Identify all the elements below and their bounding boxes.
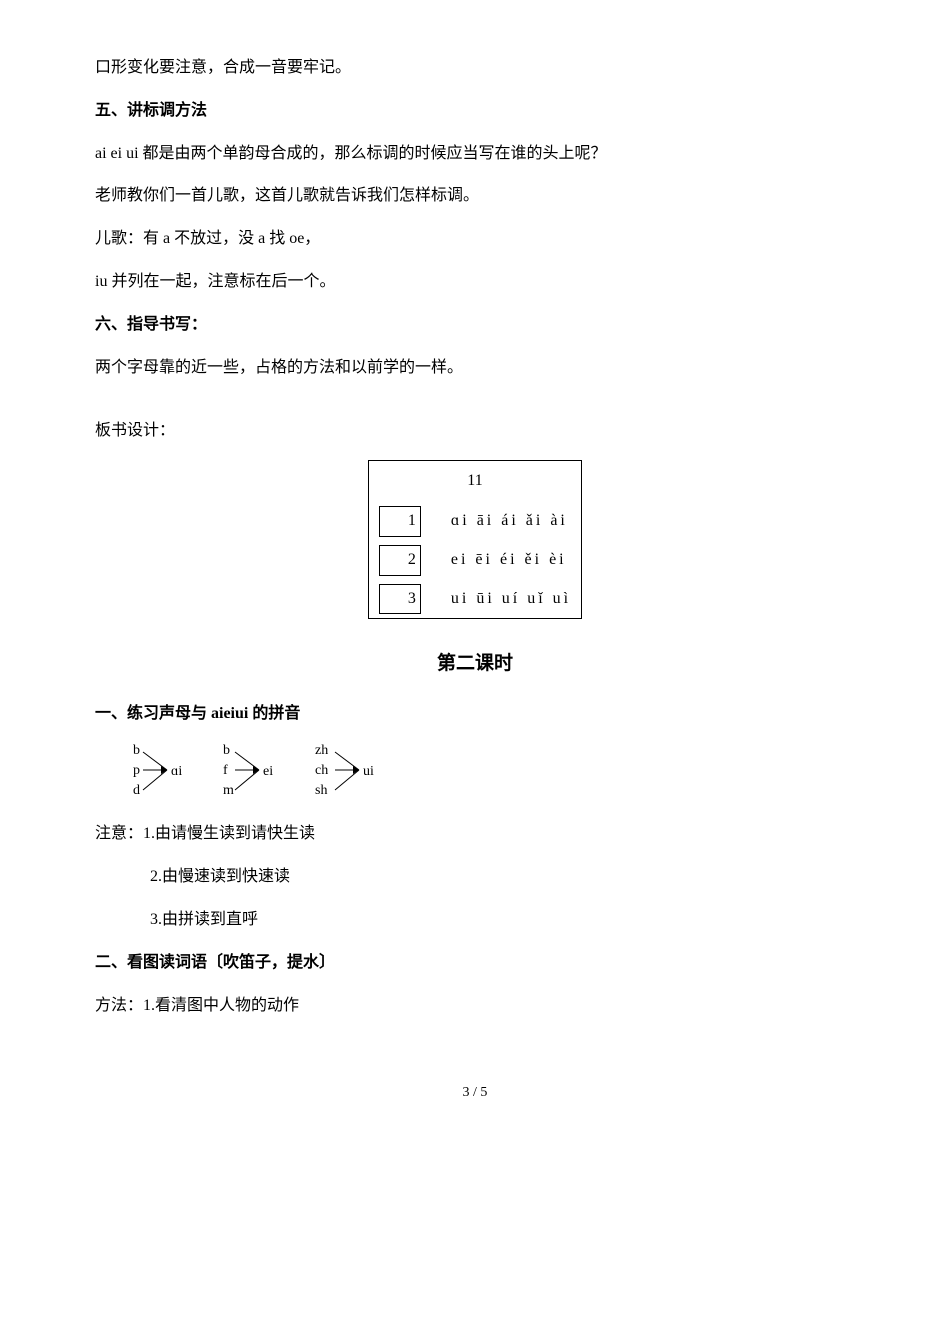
paragraph-indented: 2.由慢速读到快速读 (95, 863, 855, 892)
pinyin-diagram-container: b p d ɑi b f m ei zh ch sh ui (125, 742, 855, 802)
svg-text:p: p (133, 763, 140, 778)
svg-text:ei: ei (263, 764, 273, 779)
index-box: 1 (379, 506, 421, 537)
svg-text:ch: ch (315, 763, 328, 778)
table-index-cell: 1 (368, 502, 441, 541)
tone-cell: ɑi āi ái ǎi ài (441, 502, 582, 541)
svg-text:ui: ui (363, 764, 374, 779)
paragraph: ai ei ui 都是由两个单韵母合成的，那么标调的时候应当写在谁的头上呢？ (95, 140, 855, 169)
lesson-heading: 第二课时 (95, 647, 855, 681)
paragraph-indented: 3.由拼读到直呼 (95, 906, 855, 935)
paragraph: 口形变化要注意，合成一音要牢记。 (95, 54, 855, 83)
pinyin-tone-table: 11 1 ɑi āi ái ǎi ài 2 ei ēi éi ěi èi 3 u… (368, 460, 582, 619)
svg-text:sh: sh (315, 783, 327, 798)
table-index-cell: 2 (368, 541, 441, 580)
svg-text:ɑi: ɑi (171, 764, 182, 779)
paragraph: 方法：1.看清图中人物的动作 (95, 992, 855, 1021)
paragraph: 两个字母靠的近一些，占格的方法和以前学的一样。 (95, 354, 855, 383)
svg-text:m: m (223, 783, 234, 798)
table-index-cell: 3 (368, 580, 441, 619)
section-heading-5: 五、讲标调方法 (95, 97, 855, 126)
svg-text:zh: zh (315, 743, 328, 758)
pinyin-tone-table-container: 11 1 ɑi āi ái ǎi ài 2 ei ēi éi ěi èi 3 u… (95, 460, 855, 619)
paragraph: iu 并列在一起，注意标在后一个。 (95, 268, 855, 297)
svg-text:b: b (223, 743, 230, 758)
tone-cell: ui ūi uí uǐ uì (441, 580, 582, 619)
page-footer: 3 / 5 (95, 1080, 855, 1105)
paragraph: 注意：1.由请慢生读到请快生读 (95, 820, 855, 849)
table-row: 2 ei ēi éi ěi èi (368, 541, 581, 580)
table-row: 1 ɑi āi ái ǎi ài (368, 502, 581, 541)
table-title: 11 (368, 461, 581, 502)
section-heading-1b: 一、练习声母与 aieiui 的拼音 (95, 700, 855, 729)
paragraph: 老师教你们一首儿歌，这首儿歌就告诉我们怎样标调。 (95, 182, 855, 211)
index-box: 3 (379, 584, 421, 615)
table-row: 3 ui ūi uí uǐ uì (368, 580, 581, 619)
pinyin-arrow-diagram: b p d ɑi b f m ei zh ch sh ui (125, 742, 445, 802)
svg-text:f: f (223, 763, 228, 778)
paragraph: 儿歌：有 a 不放过，没 a 找 oe， (95, 225, 855, 254)
svg-text:b: b (133, 743, 140, 758)
tone-cell: ei ēi éi ěi èi (441, 541, 582, 580)
svg-text:d: d (133, 783, 140, 798)
index-box: 2 (379, 545, 421, 576)
section-heading-6: 六、指导书写： (95, 311, 855, 340)
section-heading-2b: 二、看图读词语〔吹笛子，提水〕 (95, 949, 855, 978)
table-header-row: 11 (368, 461, 581, 502)
paragraph: 板书设计： (95, 417, 855, 446)
